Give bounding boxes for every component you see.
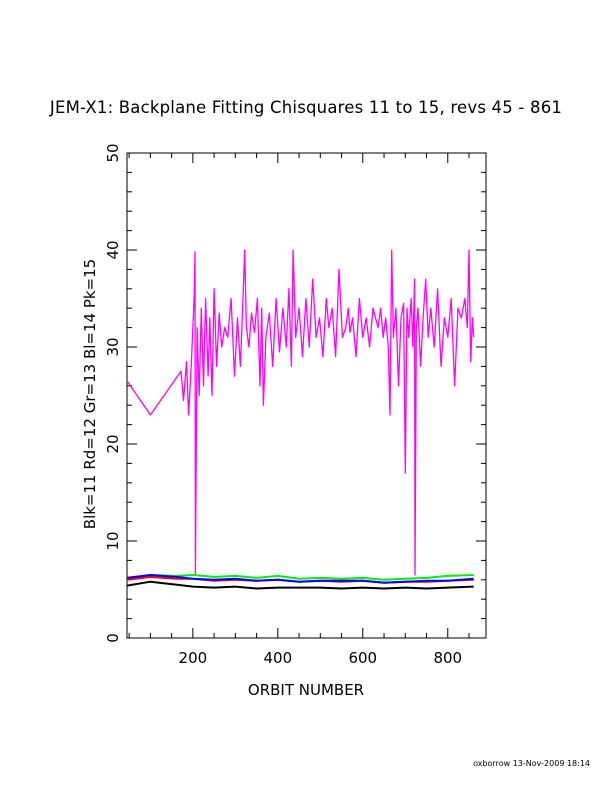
series-line-4	[126, 580, 474, 590]
x-tick-label: 400	[264, 649, 293, 667]
x-tick-label: 800	[433, 649, 462, 667]
y-axis-label: Blk=11 Rd=12 Gr=13 Bl=14 Pk=15	[81, 258, 99, 530]
x-tick-label: 600	[348, 649, 377, 667]
series-line-1	[126, 574, 474, 581]
y-tick-label: 0	[104, 633, 122, 643]
series-line-0	[126, 249, 475, 576]
y-tick-label: 40	[104, 240, 122, 259]
y-tick-label: 50	[104, 143, 122, 162]
y-tick-label: 20	[104, 434, 122, 453]
y-tick-label: 30	[104, 337, 122, 356]
chart-title: JEM-X1: Backplane Fitting Chisquares 11 …	[49, 98, 563, 117]
x-tick-label: 200	[179, 649, 208, 667]
y-tick-label: 10	[104, 531, 122, 550]
x-axis-label: ORBIT NUMBER	[247, 681, 365, 699]
footer-stamp: oxborrow 13-Nov-2009 18:14	[473, 759, 590, 768]
plot-frame	[126, 152, 487, 639]
series-line-3	[126, 574, 474, 584]
